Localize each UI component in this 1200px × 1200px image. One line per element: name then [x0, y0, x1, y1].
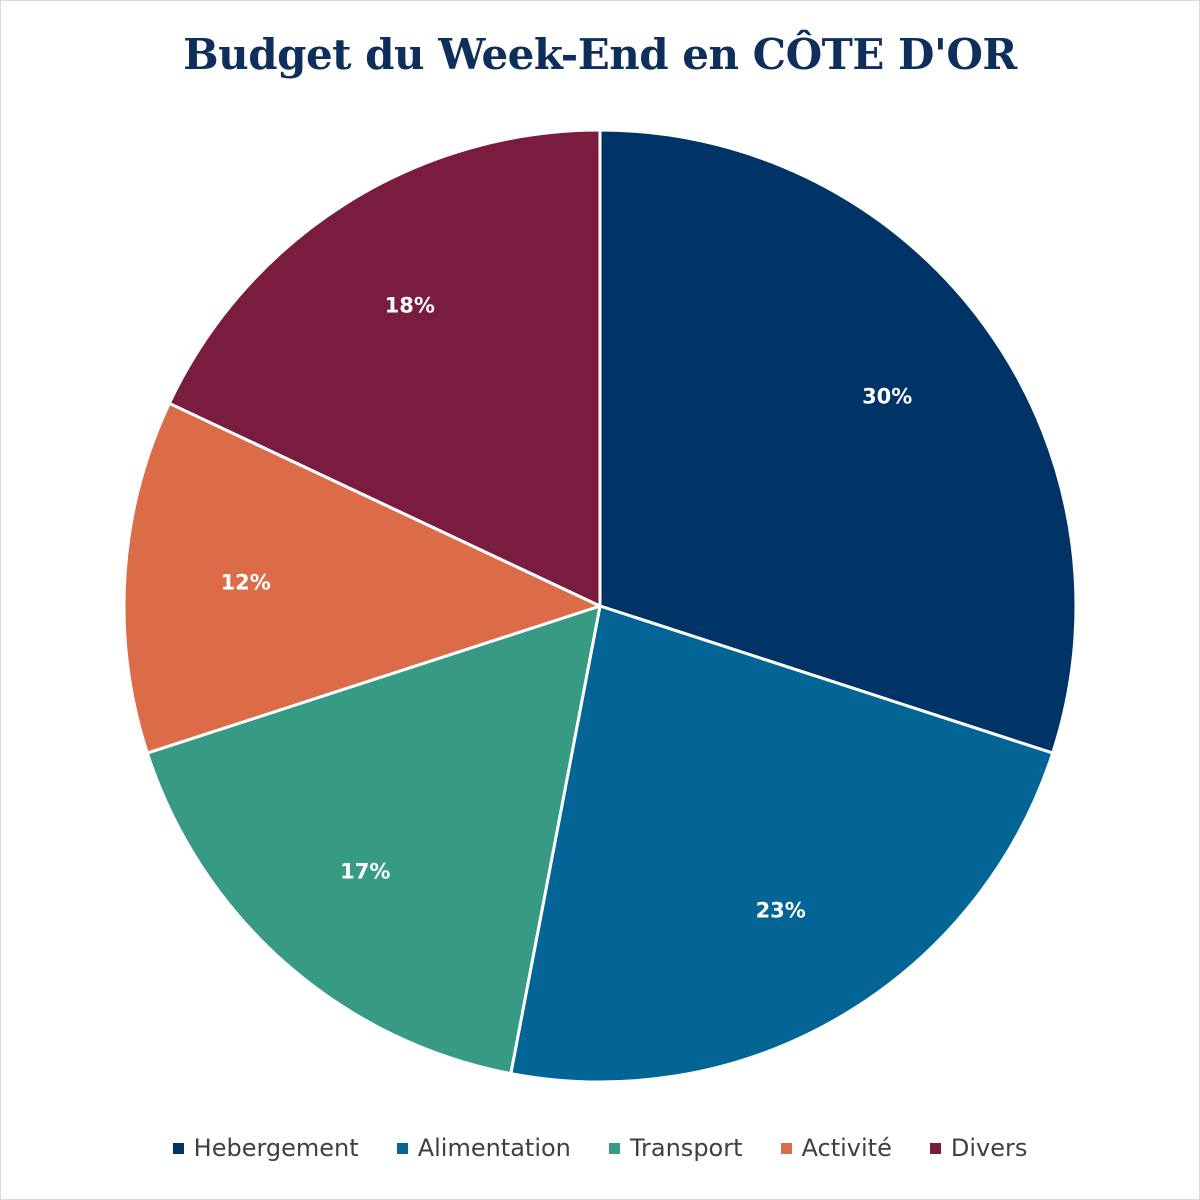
slice-data-label: 18%	[385, 293, 435, 317]
legend-swatch	[172, 1142, 184, 1154]
chart-title: Budget du Week-End en CÔTE D'OR	[183, 30, 1017, 79]
legend-item: Transport	[608, 1134, 743, 1162]
pie-slice-hebergement	[598, 128, 1078, 755]
legend-label: Transport	[629, 1134, 743, 1162]
pie-slice-alimentation	[509, 604, 1055, 1084]
pie-slice-divers	[167, 128, 602, 608]
pie-slice-activit	[122, 401, 602, 755]
legend-item: Divers	[929, 1134, 1028, 1162]
legend-swatch	[780, 1142, 792, 1154]
slice-data-label: 17%	[340, 859, 390, 883]
legend-item: Alimentation	[396, 1134, 571, 1162]
slice-data-label: 12%	[221, 571, 271, 595]
legend-swatch	[608, 1142, 620, 1154]
legend-label: Hebergement	[193, 1134, 359, 1162]
slice-data-label: 30%	[862, 384, 912, 408]
pie-slice-transport	[145, 604, 602, 1076]
legend-label: Divers	[950, 1134, 1028, 1162]
slice-data-label: 23%	[756, 899, 806, 923]
legend-swatch	[396, 1142, 408, 1154]
legend-item: Hebergement	[172, 1134, 359, 1162]
legend-label: Activité	[801, 1134, 892, 1162]
legend-item: Activité	[780, 1134, 892, 1162]
chart-legend: Hebergement Alimentation Transport Activité…	[0, 1134, 1200, 1162]
legend-label: Alimentation	[417, 1134, 571, 1162]
legend-swatch	[929, 1142, 941, 1154]
